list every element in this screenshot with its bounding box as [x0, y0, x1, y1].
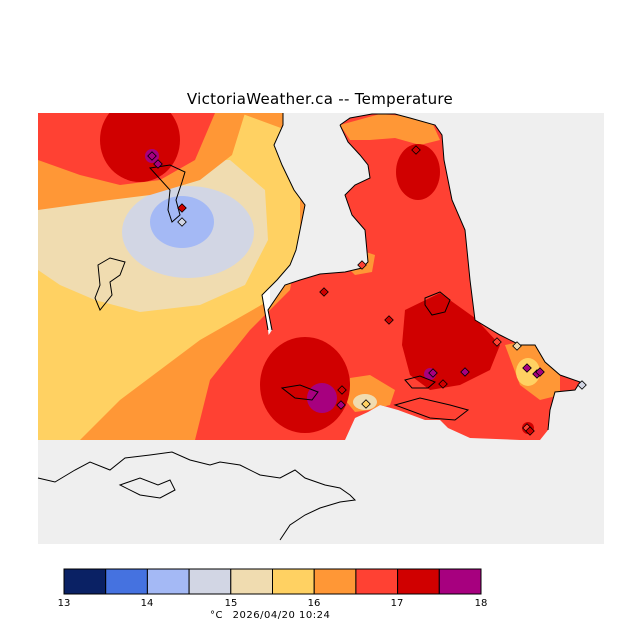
coast-west-mainland [261, 113, 306, 331]
legend-swatch [188, 568, 232, 595]
station-marker[interactable] [147, 151, 157, 161]
band-17.5-18-southwest [260, 337, 350, 433]
chart-title: VictoriaWeather.ca -- Temperature [186, 90, 454, 108]
legend-tick-15: 15 [224, 598, 238, 609]
band-17.5-18-north [396, 144, 440, 200]
band-16-16.5-southeast [516, 358, 540, 386]
station-marker[interactable] [337, 385, 347, 395]
band-16.5-17-north [340, 114, 440, 145]
legend-tick-13: 13 [57, 598, 71, 609]
legend-tick-14: 14 [140, 598, 154, 609]
station-marker[interactable] [577, 380, 587, 390]
coast-south-mainland [37, 451, 357, 541]
station-marker[interactable] [525, 426, 535, 436]
no-data-area-south [38, 440, 604, 544]
band-17.5-18-east [402, 293, 500, 390]
station-marker[interactable] [492, 337, 502, 347]
legend-tick-17: 17 [390, 598, 404, 609]
coast-inner-inlet [267, 124, 371, 331]
legend-swatch [63, 568, 107, 595]
footer: °C 2026/04/20 10:24 [210, 610, 336, 621]
station-marker[interactable] [357, 260, 367, 270]
station-marker[interactable] [153, 159, 163, 169]
station-marker[interactable] [384, 315, 394, 325]
legend-swatch [313, 568, 357, 595]
units-label: °C [210, 610, 223, 621]
legend-swatch [105, 568, 148, 595]
station-marker[interactable] [319, 287, 329, 297]
station-marker[interactable] [512, 341, 522, 351]
band-17.5-18-northwest [100, 113, 180, 182]
station-marker[interactable] [411, 145, 421, 155]
island-bay [404, 375, 436, 389]
station-marker[interactable] [522, 363, 532, 373]
band-18-plus-southwest [307, 383, 337, 413]
legend-swatch [438, 568, 482, 595]
legend-swatch [397, 568, 440, 595]
station-marker[interactable] [535, 367, 545, 377]
station-marker[interactable] [336, 400, 346, 410]
island-east [424, 291, 451, 316]
legend [63, 568, 482, 595]
legend-tick-18: 18 [474, 598, 488, 609]
legend-swatch [146, 568, 190, 595]
legend-tick-16: 16 [307, 598, 321, 609]
legend-swatch [272, 568, 315, 595]
island-bay-2 [393, 397, 470, 421]
station-marker[interactable] [428, 368, 438, 378]
station-marker[interactable] [460, 367, 470, 377]
coast-south-islands [118, 477, 176, 499]
island-southwest [280, 384, 319, 401]
station-marker[interactable] [177, 203, 187, 213]
timestamp: 2026/04/20 10:24 [232, 610, 331, 621]
station-marker[interactable] [438, 379, 448, 389]
legend-swatch [355, 568, 399, 595]
island-west-1 [94, 257, 126, 311]
coast-east-peninsula [339, 113, 581, 431]
legend-swatch [230, 568, 274, 595]
station-marker[interactable] [177, 217, 187, 227]
stations [147, 145, 587, 436]
station-marker[interactable] [361, 399, 371, 409]
